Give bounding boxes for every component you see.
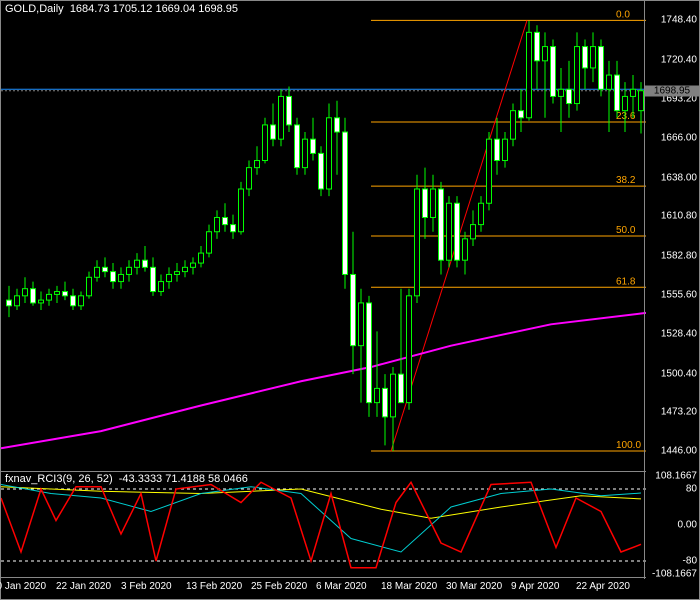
chart-container: GOLD,Daily 1684.73 1705.12 1669.04 1698.… [0, 0, 700, 600]
svg-text:61.8: 61.8 [616, 276, 636, 287]
svg-text:38.2: 38.2 [616, 175, 636, 186]
time-axis: 10 Jan 202022 Jan 20203 Feb 202013 Feb 2… [1, 577, 646, 599]
price-panel[interactable]: GOLD,Daily 1684.73 1705.12 1669.04 1698.… [1, 1, 646, 472]
svg-text:0.0: 0.0 [616, 9, 630, 20]
svg-text:100.0: 100.0 [616, 440, 641, 451]
price-axis: 1748.401720.401693.201666.001638.001610.… [644, 1, 699, 471]
indicator-panel[interactable]: fxnav_RCI3(9, 26, 52) -43.3333 71.4188 5… [1, 471, 646, 579]
svg-text:50.0: 50.0 [616, 225, 636, 236]
indicator-svg [1, 471, 646, 579]
indicator-axis: 108.1667800.00-80-108.1667 [644, 471, 699, 579]
price-svg: 0.023.638.250.061.8100.0 [1, 1, 646, 471]
